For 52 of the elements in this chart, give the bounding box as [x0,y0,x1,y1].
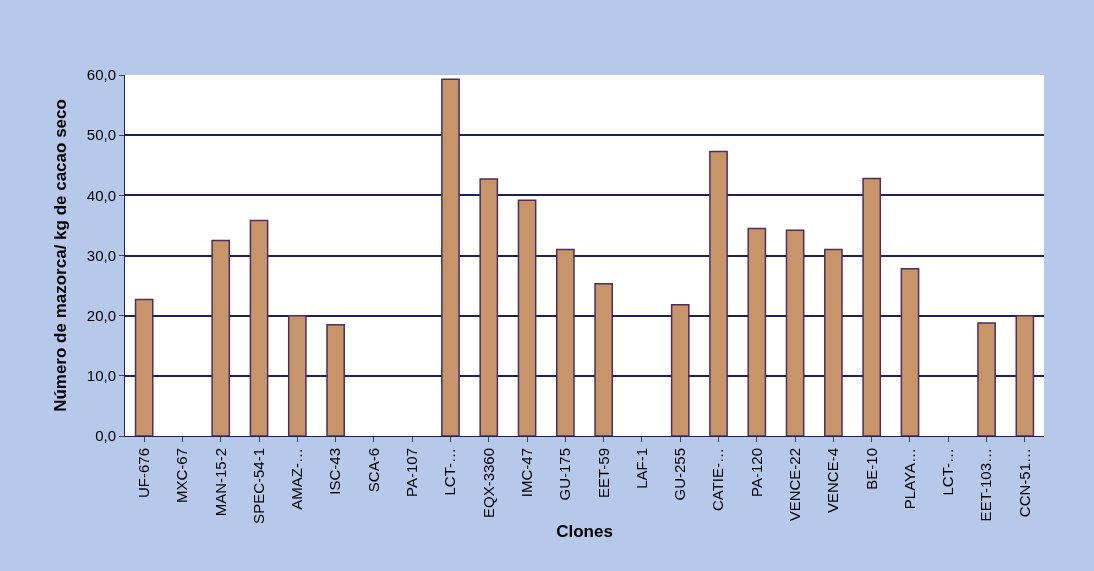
x-tick-label: AMAZ-… [288,448,306,510]
x-tick-label: PLAYA… [900,448,918,510]
x-tick-label: ISC-43 [326,448,344,495]
bar [249,219,269,436]
x-tick-label: LAF-1 [632,448,650,489]
bar [594,283,614,436]
y-tick-label: 0,0 [95,427,116,445]
x-tick-label: CATIE-… [709,448,727,512]
bar [862,177,882,436]
y-tick-label: 10,0 [86,367,116,385]
x-tick-label: GU-255 [671,448,689,501]
x-tick-label: EQX-3360 [479,448,497,519]
bar [670,304,690,436]
x-tick-label: PA-120 [747,448,765,497]
bar [517,199,537,436]
x-tick-label: BE-10 [862,448,880,490]
y-tick-label: 60,0 [86,66,116,84]
x-tick-label: EET-103… [977,448,995,522]
x-tick-label: LCT-… [939,448,957,496]
bar [287,314,307,436]
y-tick-label: 40,0 [86,186,116,204]
y-tick-label: 30,0 [86,246,116,264]
bar [1015,314,1035,436]
x-tick-label: UF-676 [135,448,153,499]
bar [709,150,728,436]
bar [900,267,920,436]
x-tick-label: LCT-… [441,448,459,496]
x-tick-label: IMC-47 [517,448,535,498]
x-tick-label: EET-59 [594,448,612,499]
bar [441,78,460,436]
x-tick-label: SPEC-54-1 [249,448,267,524]
x-tick-label: VENCE-22 [785,448,803,522]
bar [977,322,996,436]
x-tick-label: MXC-67 [173,448,191,504]
x-tick-label: CCN-51… [1015,448,1033,518]
x-tick-label: PA-107 [403,448,421,497]
bar [747,227,767,436]
x-axis-title: Clones [556,522,613,542]
x-tick-label: SCA-6 [364,448,382,493]
x-tick-label: MAN-15-2 [211,448,229,517]
y-tick-label: 50,0 [86,126,116,144]
y-axis-title: Número de mazorca/ kg de cacao seco [51,99,71,412]
bar [824,248,843,436]
bar [479,178,499,436]
x-tick-label: GU-175 [556,448,574,501]
bar [134,298,154,436]
x-tick-label: VENCE-4 [824,448,842,514]
bar [211,239,231,436]
bar [785,229,805,436]
y-tick-label: 20,0 [86,306,116,324]
bar [326,323,345,436]
bar [555,248,575,436]
